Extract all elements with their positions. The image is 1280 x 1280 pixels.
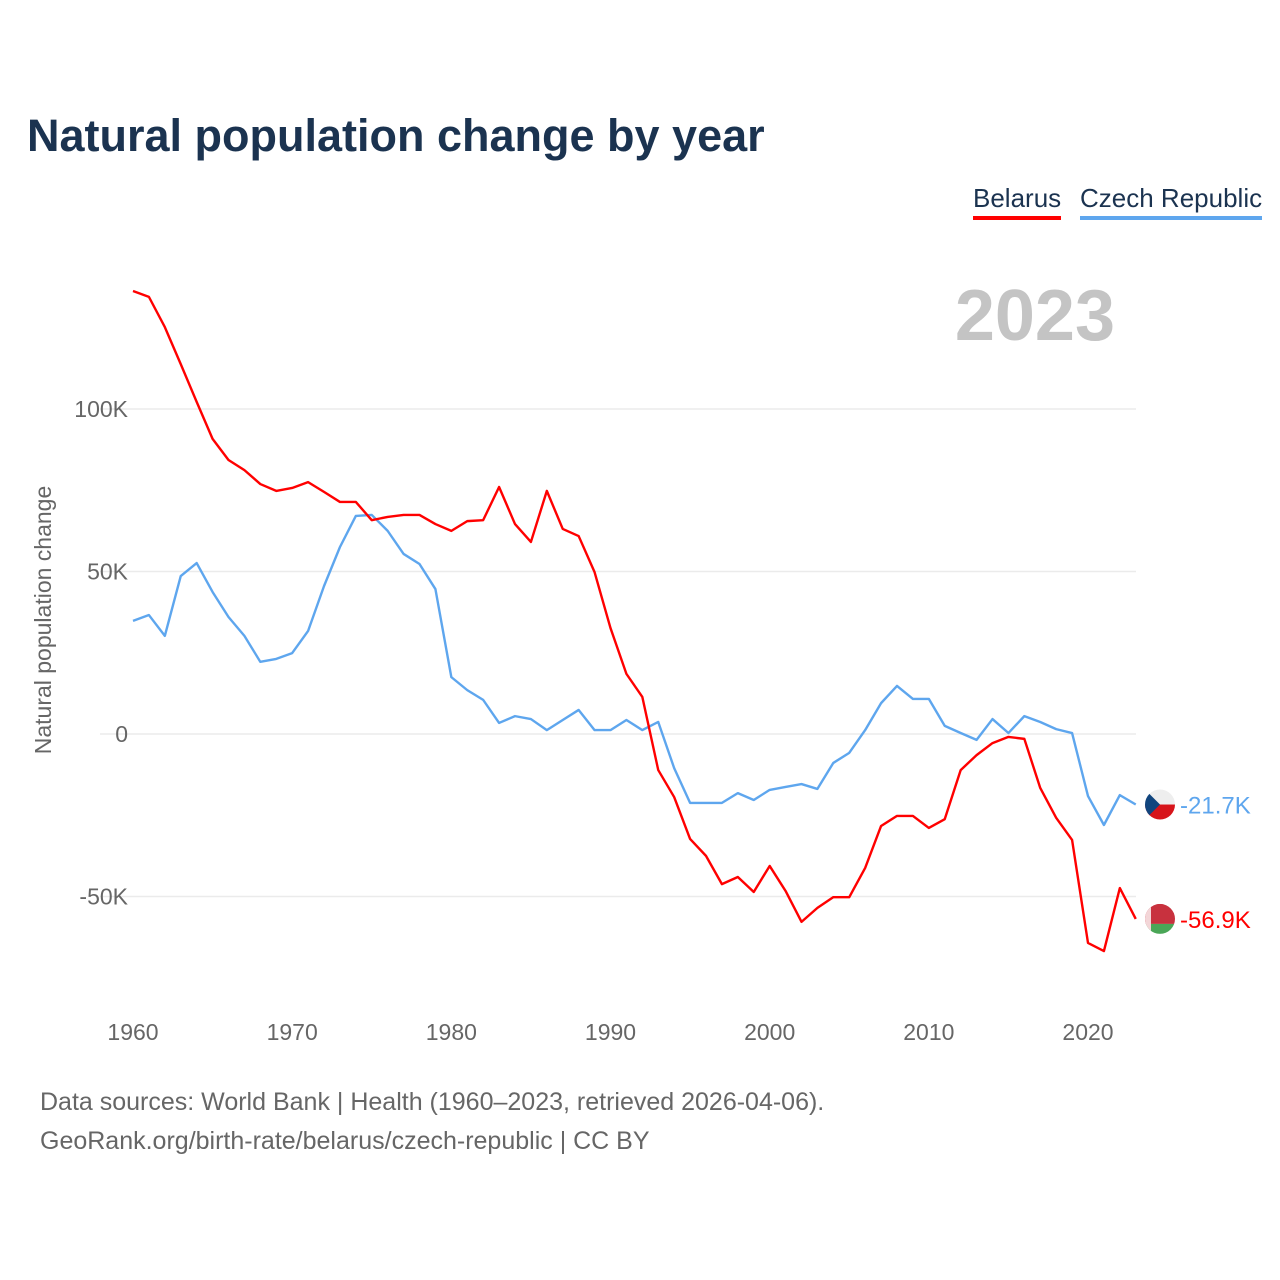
year-label: 2023 bbox=[955, 276, 1115, 356]
x-tick-label: 1990 bbox=[585, 1019, 636, 1045]
series-line-czech-republic bbox=[132, 513, 1137, 827]
legend-belarus[interactable]: Belarus bbox=[973, 183, 1062, 220]
chart-title: Natural population change by year bbox=[27, 110, 765, 161]
y-tick-label: 0 bbox=[115, 721, 128, 747]
x-tick-label: 1960 bbox=[107, 1019, 158, 1045]
line-chart: 100K 50K 0 -50K 1960 1970 1980 1990 2000 2010 2020… bbox=[30, 276, 1251, 1045]
source-link[interactable]: GeoRank.org/birth-rate/belarus/czech-rep… bbox=[40, 1127, 650, 1155]
y-axis-label: Natural population change bbox=[30, 486, 56, 755]
x-tick-label: 2010 bbox=[903, 1019, 954, 1045]
belarus-flag-icon bbox=[1145, 903, 1175, 934]
series-line-belarus bbox=[132, 289, 1137, 953]
czech-flag-icon bbox=[1145, 789, 1175, 820]
x-tick-label: 1980 bbox=[426, 1019, 477, 1045]
x-tick-label: 2000 bbox=[744, 1019, 795, 1045]
y-tick-label: 100K bbox=[74, 396, 128, 422]
x-tick-label: 1970 bbox=[267, 1019, 318, 1045]
source-text: Data sources: World Bank | Health (1960–… bbox=[40, 1088, 825, 1116]
y-tick-label: -50K bbox=[79, 884, 128, 910]
x-tick-label: 2020 bbox=[1062, 1019, 1113, 1045]
end-value-label: -56.9K bbox=[1180, 907, 1251, 934]
y-tick-label: 50K bbox=[87, 559, 129, 585]
legend-czech-republic[interactable]: Czech Republic bbox=[1080, 183, 1263, 220]
end-value-label: -21.7K bbox=[1180, 793, 1251, 820]
